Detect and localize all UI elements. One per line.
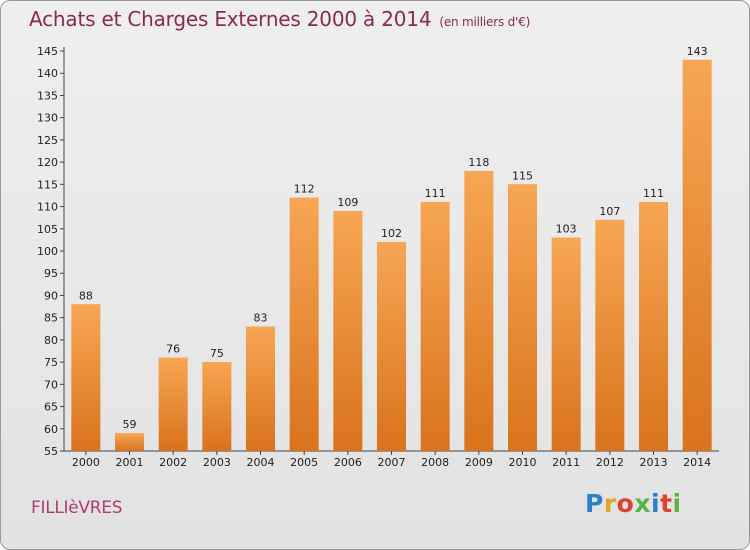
logo-letter: P [585, 489, 604, 518]
bar-top-highlight [115, 433, 144, 436]
bar-value-label: 118 [468, 156, 489, 169]
bar-top-highlight [158, 357, 188, 360]
bar [682, 59, 712, 452]
y-tick-label: 85 [44, 312, 58, 325]
bar-value-label: 102 [381, 227, 402, 240]
bar [639, 202, 668, 451]
y-tick-label: 75 [44, 356, 58, 369]
x-tick-label: 2008 [421, 456, 449, 469]
bar [246, 326, 275, 451]
y-tick-label: 120 [37, 156, 58, 169]
bar [115, 433, 144, 451]
logo-letter: r [603, 489, 617, 518]
bar [71, 304, 101, 451]
x-tick-label: 2009 [465, 456, 493, 469]
bar-top-highlight [420, 202, 450, 205]
x-tick-label: 2005 [290, 456, 318, 469]
x-tick-label: 2013 [640, 456, 668, 469]
x-tick-label: 2001 [116, 456, 144, 469]
y-tick-label: 115 [37, 178, 58, 191]
bar-value-label: 103 [556, 223, 577, 236]
bar-value-label: 143 [687, 45, 708, 58]
logo-letter: i [672, 489, 682, 518]
x-tick-label: 2004 [247, 456, 275, 469]
x-tick-label: 2010 [509, 456, 537, 469]
chart-bars [71, 59, 712, 452]
bar-top-highlight [333, 211, 363, 213]
y-tick-label: 135 [37, 89, 58, 102]
bar-value-label: 76 [166, 343, 180, 356]
bar [595, 219, 625, 451]
x-tick-label: 2006 [334, 456, 362, 469]
bar-value-label: 88 [79, 289, 93, 302]
bar-value-label: 115 [512, 169, 533, 182]
x-tick-label: 2012 [596, 456, 624, 469]
bar [202, 362, 232, 451]
bar-value-label: 111 [643, 187, 664, 200]
x-tick-label: 2014 [683, 456, 711, 469]
x-tick-label: 2003 [203, 456, 231, 469]
y-tick-label: 65 [44, 401, 58, 414]
proxiti-logo: Proxiti [585, 489, 682, 518]
bar-value-label: 83 [254, 312, 268, 325]
bar-value-label: 109 [337, 196, 358, 209]
bar-top-highlight [377, 242, 406, 245]
bar-value-label: 75 [210, 347, 224, 360]
x-tick-label: 2000 [72, 456, 100, 469]
bar-value-label: 107 [599, 205, 620, 218]
chart-data-labels: 88 59 76 75 83 112 109 102 111 118 115 103 107 111 143 [79, 45, 708, 431]
bar [551, 237, 581, 451]
bar-top-highlight [508, 184, 537, 187]
bar-value-label: 112 [294, 183, 315, 196]
bar-top-highlight [551, 237, 581, 240]
bar [420, 202, 450, 451]
bar-top-highlight [595, 219, 625, 222]
bar-top-highlight [246, 326, 275, 329]
bar-top-highlight [71, 304, 101, 307]
y-tick-label: 70 [44, 378, 58, 391]
y-tick-label: 105 [37, 223, 58, 236]
y-tick-label: 80 [44, 334, 58, 347]
chart-axes: 55 60 65 70 75 80 85 90 95 100 105 110 115 120 125 130 1… [37, 45, 719, 469]
bar [289, 197, 319, 451]
bar-top-highlight [202, 362, 232, 365]
y-tick-label: 60 [44, 423, 58, 436]
x-tick-label: 2007 [378, 456, 406, 469]
y-tick-label: 125 [37, 134, 58, 147]
y-tick-label: 145 [37, 45, 58, 58]
chart-title: Achats et Charges Externes 2000 à 2014 [29, 7, 432, 31]
y-tick-label: 130 [37, 112, 58, 125]
bar [464, 171, 494, 451]
y-tick-label: 140 [37, 67, 58, 80]
bar-value-label: 111 [425, 187, 446, 200]
bar [377, 242, 406, 451]
chart-title-line: Achats et Charges Externes 2000 à 2014 (e… [29, 7, 530, 31]
y-tick-label: 100 [37, 245, 58, 258]
logo-letter: t [660, 489, 673, 518]
chart-unit: (en milliers d'€) [439, 15, 531, 29]
bar [158, 357, 188, 451]
bar-value-label: 59 [123, 418, 137, 431]
x-tick-label: 2002 [159, 456, 187, 469]
y-tick-label: 55 [44, 445, 58, 458]
y-tick-label: 110 [37, 201, 58, 214]
x-tick-label: 2011 [552, 456, 580, 469]
logo-letter: i [651, 489, 661, 518]
bar [333, 211, 363, 451]
y-tick-label: 95 [44, 267, 58, 280]
bar-top-highlight [289, 197, 319, 200]
bar-top-highlight [464, 171, 494, 173]
y-tick-label: 90 [44, 289, 58, 302]
logo-letter: o [616, 489, 635, 518]
bar-top-highlight [682, 59, 712, 62]
bar-top-highlight [639, 202, 668, 205]
logo-letter: x [634, 489, 651, 518]
bar [508, 184, 537, 452]
commune-name: FILLIèVRES [31, 498, 123, 518]
